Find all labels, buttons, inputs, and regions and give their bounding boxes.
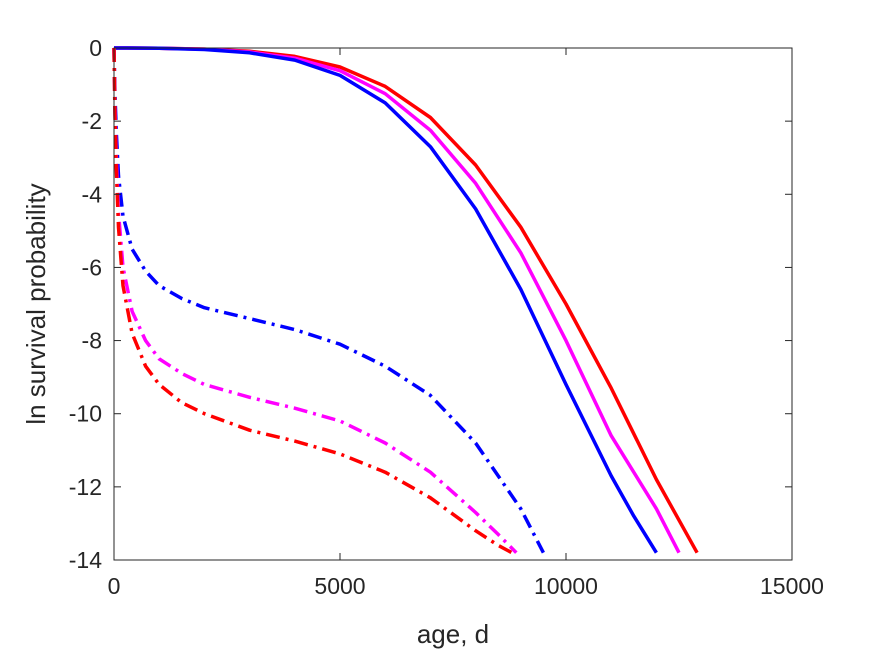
y-tick-label: -8 bbox=[82, 328, 102, 354]
x-tick-label: 0 bbox=[108, 573, 121, 599]
plot-frame bbox=[113, 47, 793, 561]
y-tick-label: -2 bbox=[82, 108, 102, 134]
x-axis-label: age, d bbox=[417, 619, 489, 649]
y-tick-label: 0 bbox=[89, 35, 102, 61]
y-tick-label: -12 bbox=[69, 474, 102, 500]
x-axis-ticks: 0 5000 10000 15000 bbox=[108, 48, 824, 599]
series-line-6 bbox=[112, 47, 513, 555]
y-tick-label: -10 bbox=[69, 401, 102, 427]
x-tick-label: 15000 bbox=[760, 573, 824, 599]
series-line-5 bbox=[112, 47, 518, 554]
y-tick-label: -4 bbox=[82, 181, 103, 207]
x-tick-label: 10000 bbox=[534, 573, 598, 599]
series-lines bbox=[112, 46, 699, 555]
y-axis-label: ln survival probability bbox=[21, 183, 51, 424]
y-tick-label: -14 bbox=[69, 547, 102, 573]
series-line-3 bbox=[113, 46, 658, 554]
series-line-4 bbox=[112, 47, 545, 554]
y-axis-ticks: -14 -12 -10 -8 -6 -4 -2 0 bbox=[69, 35, 792, 573]
y-tick-label: -6 bbox=[82, 254, 102, 280]
x-tick-label: 5000 bbox=[314, 573, 365, 599]
